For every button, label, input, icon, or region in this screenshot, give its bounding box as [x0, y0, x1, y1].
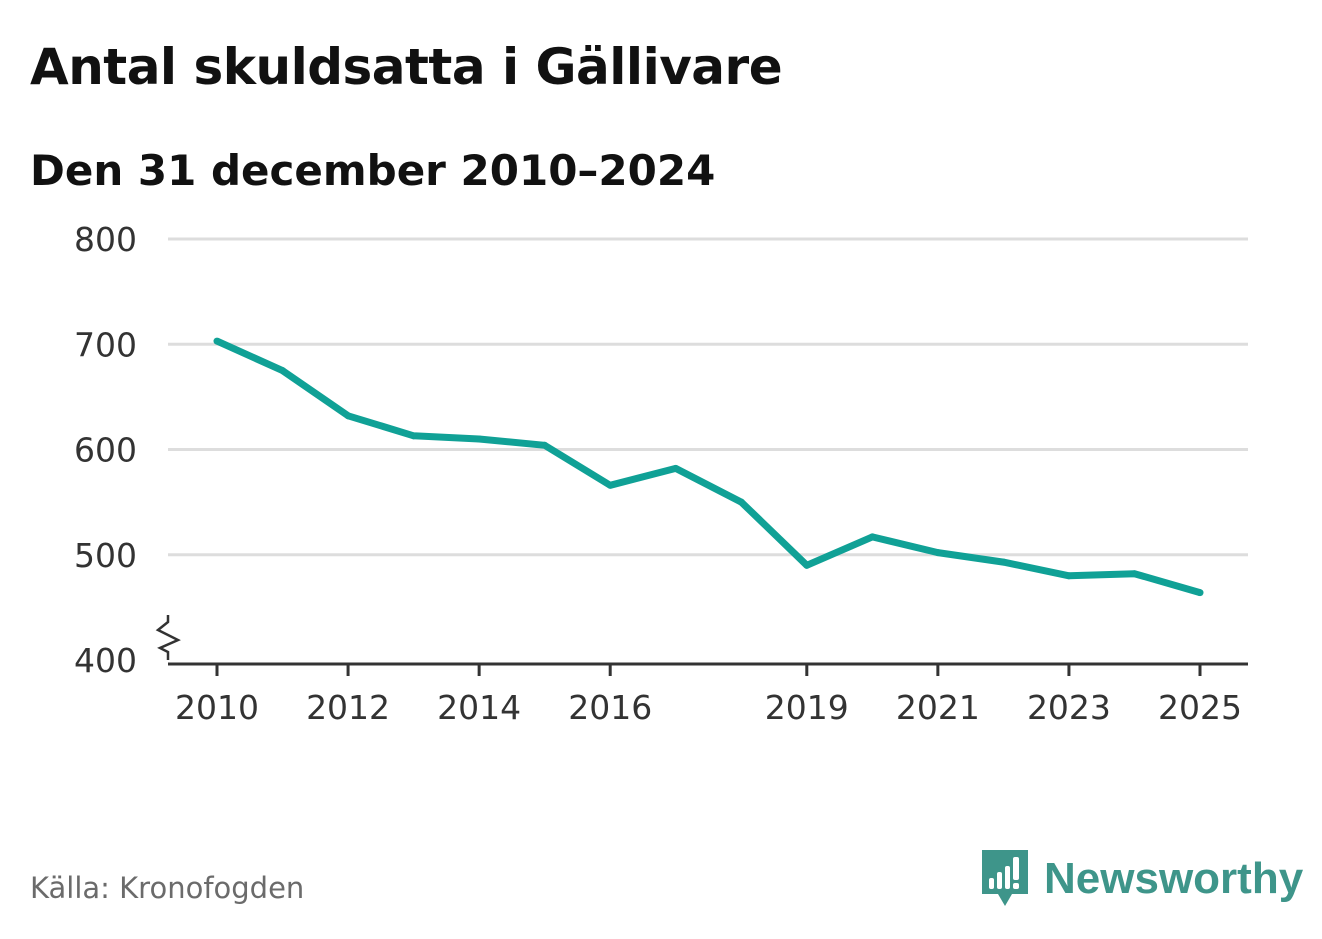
- y-axis: 400 500 600 700 800: [74, 220, 181, 680]
- brand-logo: Newsworthy: [980, 848, 1303, 910]
- x-tick-label: 2016: [568, 688, 652, 727]
- data-point: [934, 549, 942, 557]
- data-point: [999, 558, 1007, 566]
- y-tick-label: 500: [74, 536, 137, 575]
- data-point: [803, 561, 811, 569]
- data-point: [672, 464, 680, 472]
- y-tick-label: 800: [74, 220, 137, 259]
- source-note: Källa: Kronofogden: [30, 871, 305, 905]
- x-tick-label: 2012: [306, 688, 390, 727]
- series-layer: [213, 337, 1204, 597]
- y-tick-label: 700: [74, 325, 137, 364]
- x-tick-label: 2014: [437, 688, 521, 727]
- series-line: [215, 337, 1201, 596]
- data-point: [1065, 572, 1073, 580]
- y-tick-label: 400: [74, 641, 137, 680]
- chart-subtitle: Den 31 december 2010–2024: [30, 146, 716, 195]
- newsworthy-logo-icon: [982, 850, 1028, 906]
- y-tick-label: 600: [74, 431, 137, 470]
- brand-name: Newsworthy: [1044, 854, 1304, 903]
- data-point: [737, 498, 745, 506]
- data-point: [868, 533, 876, 541]
- x-tick-label: 2021: [896, 688, 980, 727]
- data-point: [1196, 589, 1204, 597]
- data-point: [410, 432, 418, 440]
- chart-title: Antal skuldsatta i Gällivare: [30, 38, 783, 96]
- axis-break-icon: [155, 615, 181, 660]
- data-point: [606, 481, 614, 489]
- x-axis: 2010 2012 2014 2016 2019 2021 2023 2025: [168, 662, 1248, 727]
- data-point: [279, 367, 287, 375]
- x-tick-label: 2023: [1027, 688, 1111, 727]
- data-point: [541, 441, 549, 449]
- x-tick-label: 2010: [175, 688, 259, 727]
- x-tick-label: 2019: [765, 688, 849, 727]
- x-tick-label: 2025: [1158, 688, 1242, 727]
- data-point: [475, 435, 483, 443]
- data-point: [213, 337, 221, 345]
- data-point: [1130, 570, 1138, 578]
- gridlines: [168, 237, 1248, 557]
- data-point: [344, 412, 352, 420]
